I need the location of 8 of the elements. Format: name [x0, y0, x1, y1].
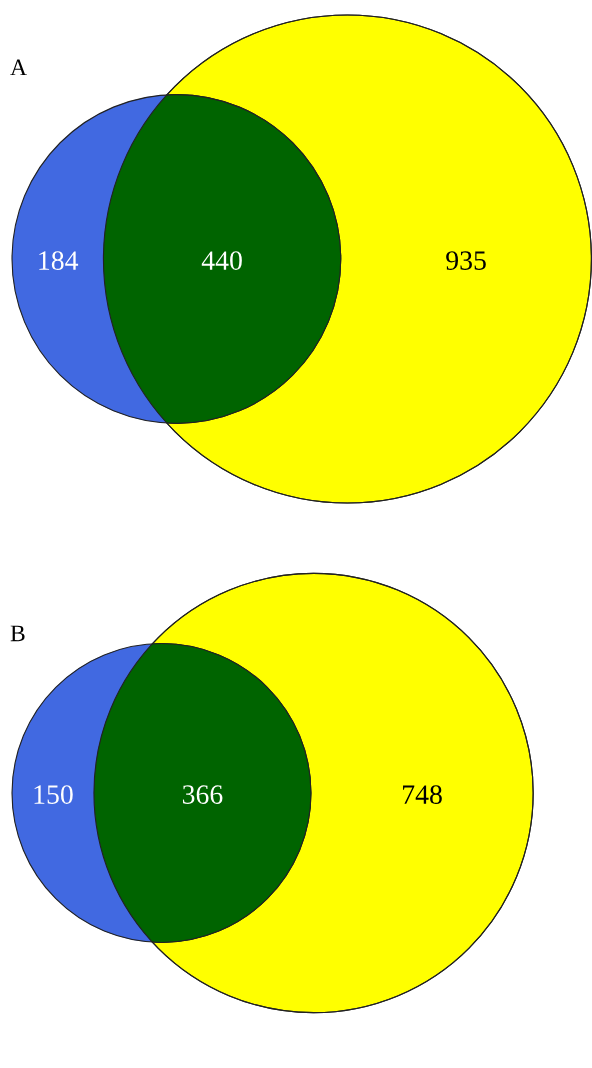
- data-label: 748: [403, 785, 442, 804]
- data-label: 184: [39, 251, 79, 270]
- data-label: 440: [201, 251, 242, 270]
- data-label: 150: [34, 785, 73, 804]
- text: B: [10, 625, 25, 642]
- data-label: 935: [446, 251, 486, 270]
- text: A: [10, 59, 27, 76]
- data-label: 366: [182, 785, 223, 804]
